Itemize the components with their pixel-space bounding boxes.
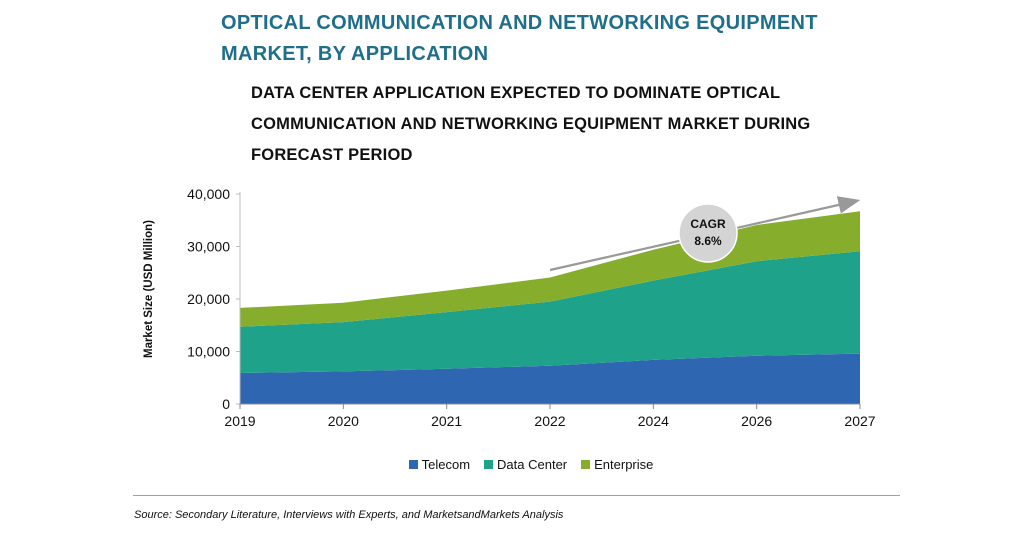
y-axis-label: Market Size (USD Million) (143, 220, 155, 358)
area-telecom (240, 353, 860, 404)
x-tick-label: 2022 (534, 413, 565, 429)
x-tick-label: 2024 (638, 413, 669, 429)
footer-divider (133, 495, 900, 496)
legend-swatch-telecom (408, 460, 418, 469)
subtitle-line-2: COMMUNICATION AND NETWORKING EQUIPMENT M… (251, 115, 811, 133)
legend-swatch-data-center (484, 460, 494, 469)
title-line-1: OPTICAL COMMUNICATION AND NETWORKING EQU… (221, 12, 818, 34)
subtitle-line-1: DATA CENTER APPLICATION EXPECTED TO DOMI… (251, 84, 781, 102)
title-line-2: MARKET, BY APPLICATION (221, 43, 489, 65)
x-tick-label: 2026 (741, 413, 772, 429)
y-tick-label: 30,000 (187, 239, 230, 255)
cagr-label: CAGR (690, 217, 726, 231)
legend-swatch-enterprise (581, 460, 591, 469)
x-tick-label: 2020 (328, 413, 359, 429)
cagr-bubble (678, 203, 738, 263)
legend-item-telecom: Telecom (408, 457, 471, 472)
y-tick-label: 0 (222, 396, 230, 412)
y-tick-label: 20,000 (187, 291, 230, 307)
legend-item-enterprise: Enterprise (581, 457, 653, 472)
legend-item-data-center: Data Center (484, 457, 567, 472)
x-tick-label: 2019 (224, 413, 255, 429)
chart-title: OPTICAL COMMUNICATION AND NETWORKING EQU… (221, 8, 921, 70)
source-note: Source: Secondary Literature, Interviews… (134, 509, 564, 521)
legend-label-enterprise: Enterprise (594, 457, 654, 472)
legend-label-data-center: Data Center (497, 457, 568, 472)
chart-legend: Telecom Data Center Enterprise (0, 457, 1024, 472)
y-tick-label: 40,000 (187, 186, 230, 202)
subtitle-line-3: FORECAST PERIOD (251, 146, 413, 164)
cagr-value: 8.6% (694, 234, 722, 248)
x-tick-label: 2021 (431, 413, 462, 429)
y-tick-label: 10,000 (187, 344, 230, 360)
x-tick-label: 2027 (844, 413, 875, 429)
legend-label-telecom: Telecom (421, 457, 471, 472)
area-data-center (240, 251, 860, 373)
chart-subtitle: DATA CENTER APPLICATION EXPECTED TO DOMI… (251, 78, 851, 171)
